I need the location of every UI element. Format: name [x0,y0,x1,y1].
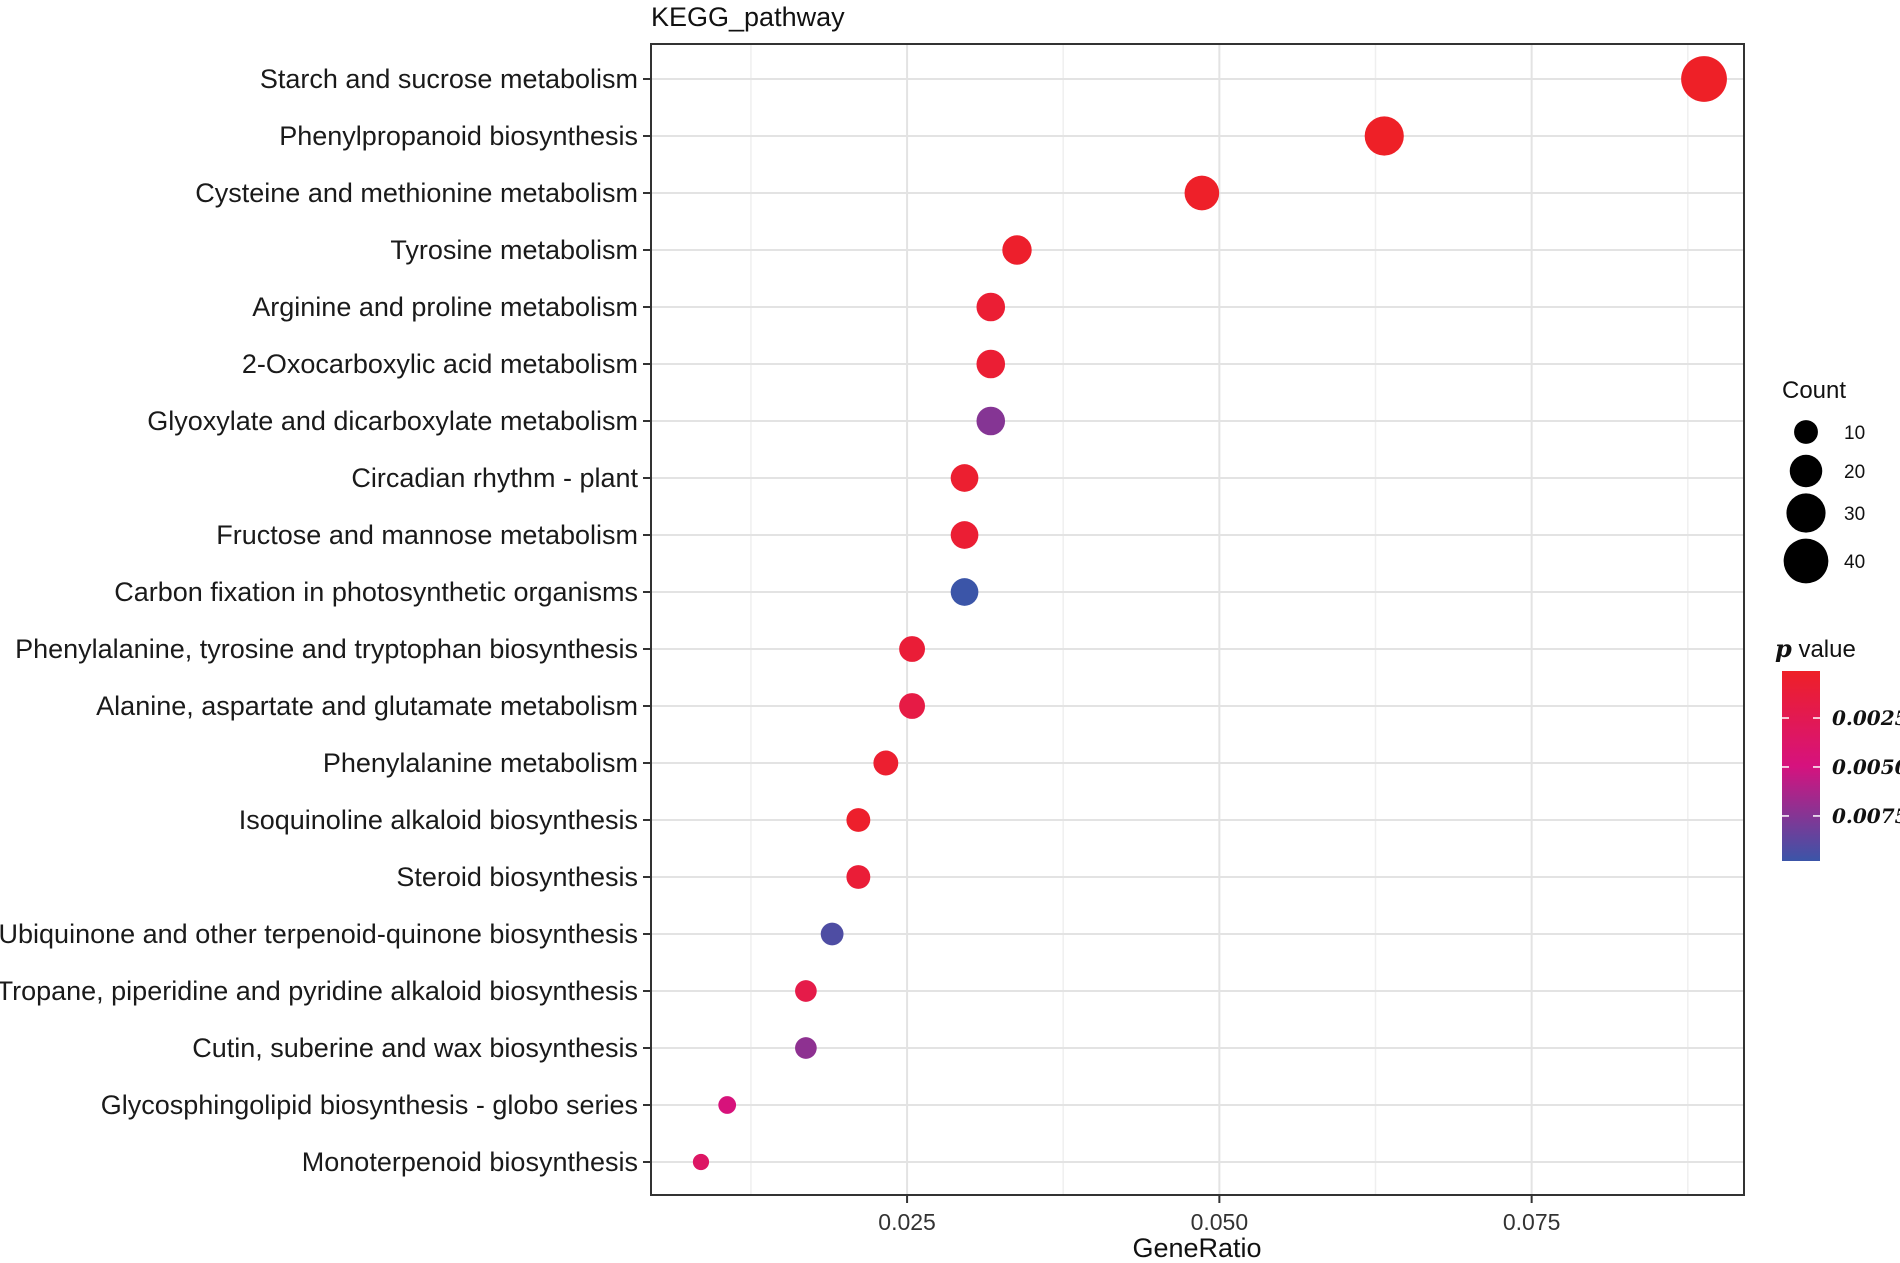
data-point [820,922,844,946]
data-point [846,808,871,832]
data-point [976,292,1006,322]
data-point [1002,235,1032,265]
grid-minor [750,44,1689,1195]
size-legend-label: 20 [1844,462,1865,483]
data-point [950,521,979,549]
x-axis-title: GeneRatio [1132,1233,1261,1263]
data-point [950,578,979,606]
data-point [873,750,899,776]
pathway-label: Monoterpenoid biosynthesis [302,1147,638,1177]
data-point [846,865,871,889]
color-legend-title-rest: value [1792,636,1856,663]
color-bar-label: 0.0025 [1832,706,1900,730]
x-tick-labels: 0.025 0.050 0.075 [878,1209,1560,1235]
pathway-label: Phenylalanine metabolism [323,748,638,778]
x-tick-label: 0.025 [878,1209,936,1235]
pathway-label: Tropane, piperidine and pyridine alkaloi… [0,976,638,1006]
data-point [899,636,926,662]
pathway-label: Glyoxylate and dicarboxylate metabolism [147,406,638,436]
pathway-label: Isoquinoline alkaloid biosynthesis [239,805,638,835]
size-legend-label: 10 [1844,423,1865,444]
pathway-label: 2-Oxocarboxylic acid metabolism [242,349,638,379]
size-legend: Count 10 20 30 40 [1782,377,1865,584]
size-legend-label: 30 [1844,504,1865,525]
pathway-label: Arginine and proline metabolism [252,292,638,322]
color-legend-title-p: p [1775,634,1792,663]
data-point [795,1037,817,1059]
size-legend-dot [1789,454,1823,488]
data-point [976,406,1006,436]
pathway-label: Carbon fixation in photosynthetic organi… [114,577,638,607]
color-bar [1782,671,1820,861]
pathway-label: Ubiquinone and other terpenoid-quinone b… [0,919,638,949]
pathway-label: Fructose and mannose metabolism [216,520,638,550]
pathway-label: Steroid biosynthesis [396,862,638,892]
pathway-label: Alanine, aspartate and glutamate metabol… [96,691,638,721]
data-point [1681,56,1727,102]
size-legend-dot [1786,493,1826,533]
x-tick-label: 0.050 [1191,1209,1249,1235]
x-tick-label: 0.075 [1503,1209,1561,1235]
color-bar-label: 0.0075 [1832,804,1900,828]
data-point [899,693,926,719]
chart-title: KEGG_pathway [651,2,845,32]
data-point [795,980,817,1002]
size-legend-label: 40 [1844,552,1865,573]
pathway-label: Circadian rhythm - plant [351,463,638,493]
size-legend-dot [1794,420,1818,444]
pathway-label: Phenylalanine, tyrosine and tryptophan b… [15,634,638,664]
data-points [692,56,1727,1171]
data-point [1184,175,1220,211]
pathway-label: Cutin, suberine and wax biosynthesis [192,1033,638,1063]
pathway-label: Phenylpropanoid biosynthesis [279,121,638,151]
data-point [692,1153,710,1171]
data-point [950,464,979,492]
pathway-label: Cysteine and methionine metabolism [195,178,638,208]
pathway-label: Glycosphingolipid biosynthesis - globo s… [101,1090,638,1120]
x-tick-marks [906,1195,1533,1203]
data-point [976,349,1006,379]
data-point [718,1096,737,1114]
pathway-label: Tyrosine metabolism [390,235,638,265]
data-point [1364,116,1404,156]
color-legend-title: p value [1775,634,1856,663]
grid-major [651,44,1744,1195]
pathway-labels: Starch and sucrose metabolism Phenylpropa… [0,64,638,1177]
y-tick-marks [643,78,651,1163]
size-legend-title: Count [1782,377,1846,404]
size-legend-dot [1783,538,1829,584]
pathway-label: Starch and sucrose metabolism [260,64,638,94]
plot-panel-border [650,43,1745,1196]
